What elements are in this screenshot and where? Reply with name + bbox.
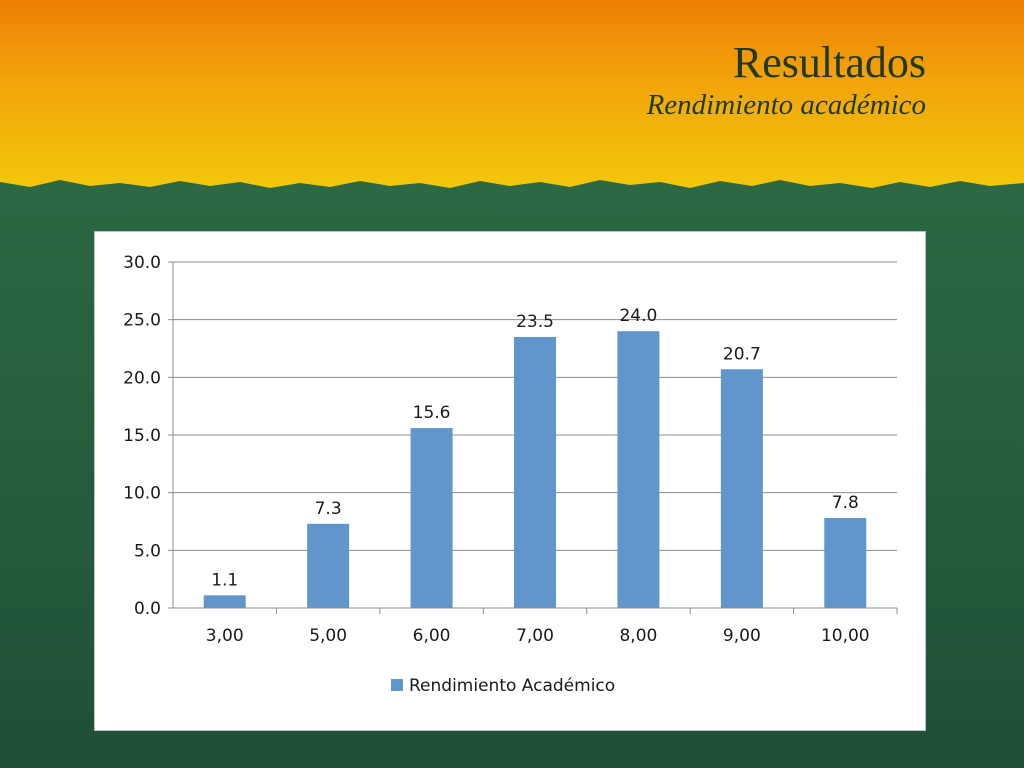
x-tick-label: 7,00: [516, 626, 554, 646]
y-tick-label: 0.0: [134, 599, 161, 619]
y-tick-label: 15.0: [123, 426, 161, 446]
y-tick-label: 25.0: [123, 311, 161, 331]
bar: [203, 595, 246, 608]
bar-chart: 0.0 5.0 10.0 15.0 20.0 25.0 30.0 1.1 3,00 7.3 5,00…: [123, 253, 898, 696]
x-tick-label: 6,00: [413, 626, 451, 646]
x-tick-label: 3,00: [206, 626, 244, 646]
bar: [307, 523, 350, 608]
chart-panel: 0.0 5.0 10.0 15.0 20.0 25.0 30.0 1.1 3,00 7.3 5,00…: [94, 231, 926, 731]
x-tick-label: 8,00: [619, 626, 657, 646]
data-label: 20.7: [723, 344, 761, 364]
data-label: 15.6: [413, 403, 451, 423]
x-tick-label: 9,00: [723, 626, 761, 646]
bar: [824, 518, 867, 608]
slide-subtitle: Rendimiento académico: [646, 89, 926, 121]
legend-swatch: [391, 679, 403, 691]
data-label: 24.0: [619, 306, 657, 326]
bar: [514, 336, 556, 608]
x-tick-label: 5,00: [309, 626, 347, 646]
data-label: 1.1: [211, 570, 238, 590]
header-band: [0, 0, 1024, 188]
slide-title: Resultados: [732, 38, 926, 87]
data-label: 7.3: [315, 499, 342, 519]
y-tick-label: 30.0: [123, 253, 161, 273]
y-tick-label: 5.0: [134, 541, 161, 561]
y-tick-label: 20.0: [123, 368, 161, 388]
y-tick-label: 10.0: [123, 484, 161, 504]
data-label: 23.5: [516, 312, 554, 332]
bar: [720, 369, 763, 608]
bar: [410, 428, 453, 608]
title-block: Resultados Rendimiento académico: [647, 38, 926, 122]
data-label: 7.8: [832, 493, 859, 513]
x-tick-label: 10,00: [821, 626, 870, 646]
legend-label: Rendimiento Académico: [409, 676, 615, 696]
bar: [617, 331, 660, 608]
